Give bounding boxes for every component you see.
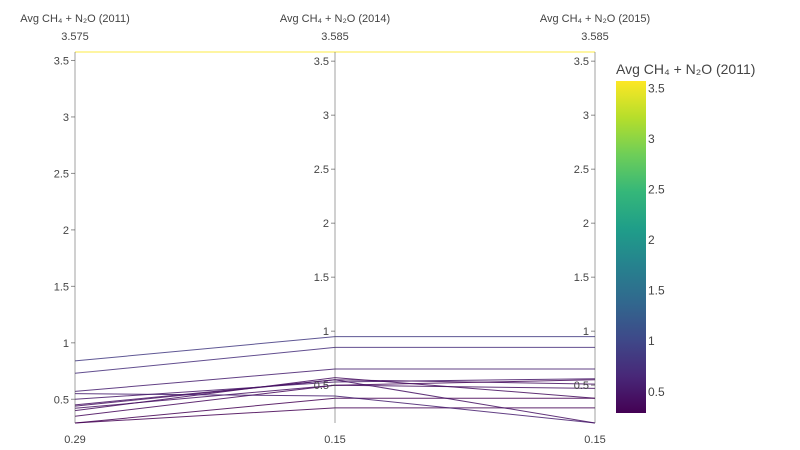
tick-label: 1 (323, 326, 329, 338)
colorbar-tick-label: 0.5 (648, 385, 665, 399)
axis-range-bottom: 0.29 (64, 434, 85, 446)
tick-label: 2 (323, 218, 329, 230)
colorbar-gradient (616, 81, 646, 413)
tick-label: 2 (63, 225, 69, 237)
axis-range-bottom: 0.15 (584, 434, 605, 446)
tick-label: 1.5 (314, 272, 329, 284)
axis-3[interactable]: Avg CH₄ + N₂O (2015) 3.585 0.15 0.5 1 1.5 2 2.5… (540, 13, 650, 446)
tick-label: 3.5 (574, 56, 589, 68)
tick-label: 2 (583, 218, 589, 230)
colorbar: Avg CH₄ + N₂O (2011) 0.5 1 1.5 2 2.5 3 3.5 (616, 61, 755, 413)
axis-title: Avg CH₄ + N₂O (2014) (280, 13, 390, 25)
colorbar-tick-label: 3.5 (648, 82, 665, 96)
tick-label: 3 (323, 110, 329, 122)
tick-label: 1 (63, 338, 69, 350)
axis-range-top: 3.575 (61, 31, 89, 43)
tick-label: 2.5 (574, 164, 589, 176)
tick-label: 1.5 (54, 281, 69, 293)
tick-label: 3 (583, 110, 589, 122)
tick-label: 1 (583, 326, 589, 338)
colorbar-title: Avg CH₄ + N₂O (2011) (616, 61, 755, 77)
tick-label: 0.5 (574, 380, 589, 392)
axis-range-top: 3.585 (581, 31, 609, 43)
colorbar-tick-label: 1 (648, 334, 655, 348)
axis-range-top: 3.585 (321, 31, 349, 43)
tick-label: 2.5 (54, 168, 69, 180)
axis-1[interactable]: Avg CH₄ + N₂O (2011) 3.575 0.29 0.5 1 1.5 2 2.5… (20, 13, 130, 446)
axis-2[interactable]: Avg CH₄ + N₂O (2014) 3.585 0.15 0.5 1 1.5 2 2.5… (280, 13, 390, 446)
colorbar-tick-label: 2.5 (648, 183, 665, 197)
tick-label: 3.5 (314, 56, 329, 68)
colorbar-tick-label: 1.5 (648, 284, 665, 298)
tick-label: 0.5 (54, 394, 69, 406)
colorbar-tick-label: 3 (648, 132, 655, 146)
axis-title: Avg CH₄ + N₂O (2015) (540, 13, 650, 25)
colorbar-tick-label: 2 (648, 233, 655, 247)
axis-range-bottom: 0.15 (324, 434, 345, 446)
tick-label: 3 (63, 112, 69, 124)
tick-label: 1.5 (574, 272, 589, 284)
tick-label: 3.5 (54, 55, 69, 67)
tick-label: 2.5 (314, 164, 329, 176)
axis-title: Avg CH₄ + N₂O (2011) (20, 13, 130, 25)
tick-label: 0.5 (314, 380, 329, 392)
axes-layer: Avg CH₄ + N₂O (2011) 3.575 0.29 0.5 1 1.5 2 2.5… (20, 13, 650, 446)
